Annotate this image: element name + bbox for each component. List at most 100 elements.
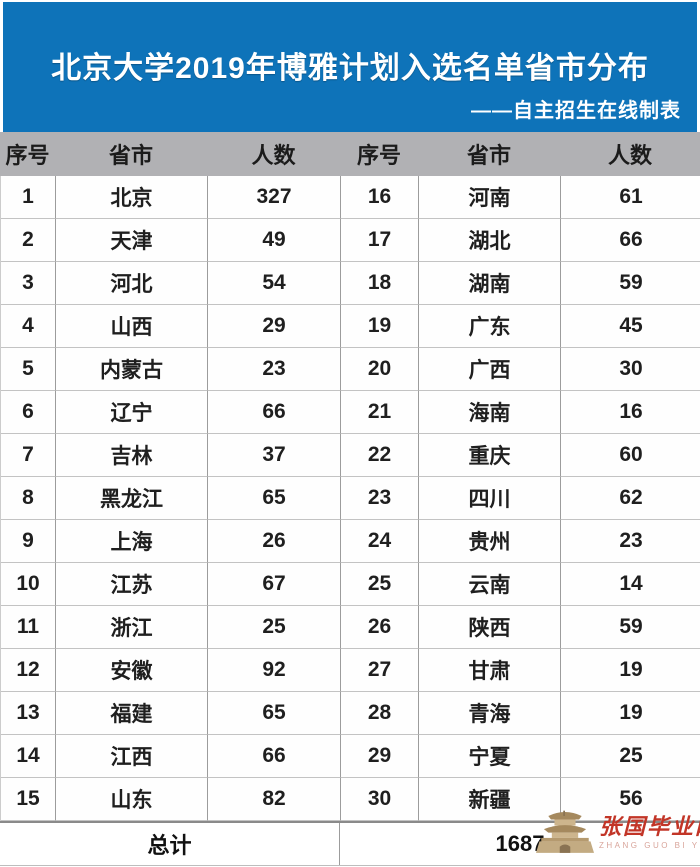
row-number-cell: 15: [1, 778, 56, 821]
province-cell: 四川: [419, 477, 561, 520]
row-number-cell: 17: [341, 219, 419, 262]
title-banner: 北京大学2019年博雅计划入选名单省市分布 ——自主招生在线制表: [3, 2, 697, 132]
province-cell: 湖北: [419, 219, 561, 262]
table-row: 4 山西 29 19 广东 45: [1, 305, 700, 348]
count-cell: 327: [208, 176, 341, 219]
row-number-cell: 30: [341, 778, 419, 821]
province-cell: 湖南: [419, 262, 561, 305]
province-cell: 河北: [56, 262, 208, 305]
province-cell: 贵州: [419, 520, 561, 563]
province-cell: 内蒙古: [56, 348, 208, 391]
row-number-cell: 2: [1, 219, 56, 262]
row-number-cell: 23: [341, 477, 419, 520]
count-cell: 26: [208, 520, 341, 563]
watermark-brand-text: 张国毕业网: [599, 814, 700, 839]
count-cell: 56: [561, 778, 700, 821]
row-number-cell: 7: [1, 434, 56, 477]
table-row: 5 内蒙古 23 20 广西 30: [1, 348, 700, 391]
row-number-cell: 16: [341, 176, 419, 219]
table-row: 13 福建 65 28 青海 19: [1, 692, 700, 735]
count-cell: 25: [561, 735, 700, 778]
column-header-cnt-right: 人数: [607, 143, 652, 168]
table-row: 14 江西 66 29 宁夏 25: [1, 735, 700, 778]
total-value: 1687: [495, 831, 545, 856]
count-cell: 65: [208, 692, 341, 735]
row-number-cell: 11: [1, 606, 56, 649]
pagoda-icon: [536, 807, 594, 858]
watermark-brand-caps: ZHANG GUO BI YE WANG: [599, 841, 700, 850]
province-cell: 海南: [419, 391, 561, 434]
table-row: 2 天津 49 17 湖北 66: [1, 219, 700, 262]
table-row: 3 河北 54 18 湖南 59: [1, 262, 700, 305]
count-cell: 82: [208, 778, 341, 821]
row-number-cell: 24: [341, 520, 419, 563]
row-number-cell: 21: [341, 391, 419, 434]
count-cell: 23: [561, 520, 700, 563]
province-cell: 广东: [419, 305, 561, 348]
province-cell: 安徽: [56, 649, 208, 692]
table-row: 9 上海 26 24 贵州 23: [1, 520, 700, 563]
province-cell: 山东: [56, 778, 208, 821]
row-number-cell: 6: [1, 391, 56, 434]
table-row: 11 浙江 25 26 陕西 59: [1, 606, 700, 649]
column-header-prov-right: 省市: [466, 143, 511, 168]
row-number-cell: 12: [1, 649, 56, 692]
province-cell: 福建: [56, 692, 208, 735]
province-cell: 北京: [56, 176, 208, 219]
table-row: 8 黑龙江 65 23 四川 62: [1, 477, 700, 520]
row-number-cell: 29: [341, 735, 419, 778]
count-cell: 66: [208, 735, 341, 778]
page-subtitle: ——自主招生在线制表: [471, 100, 681, 122]
province-cell: 新疆: [419, 778, 561, 821]
total-row: 总计 1687: [0, 821, 700, 866]
province-cell: 河南: [419, 176, 561, 219]
table-header-row: 序号 省市 人数 序号 省市 人数: [0, 132, 700, 176]
column-header-cnt-left: 人数: [251, 143, 296, 168]
page-title: 北京大学2019年博雅计划入选名单省市分布: [51, 52, 649, 85]
count-cell: 29: [208, 305, 341, 348]
row-number-cell: 25: [341, 563, 419, 606]
row-number-cell: 20: [341, 348, 419, 391]
count-cell: 19: [561, 692, 700, 735]
province-cell: 云南: [419, 563, 561, 606]
table-row: 10 江苏 67 25 云南 14: [1, 563, 700, 606]
province-cell: 重庆: [419, 434, 561, 477]
province-cell: 浙江: [56, 606, 208, 649]
row-number-cell: 14: [1, 735, 56, 778]
province-cell: 上海: [56, 520, 208, 563]
row-number-cell: 10: [1, 563, 56, 606]
province-cell: 甘肃: [419, 649, 561, 692]
watermark-text-block: 张国毕业网 ZHANG GUO BI YE WANG: [599, 816, 700, 858]
province-cell: 江西: [56, 735, 208, 778]
row-number-cell: 9: [1, 520, 56, 563]
count-cell: 23: [208, 348, 341, 391]
row-number-cell: 28: [341, 692, 419, 735]
province-cell: 江苏: [56, 563, 208, 606]
row-number-cell: 8: [1, 477, 56, 520]
count-cell: 59: [561, 262, 700, 305]
total-label: 总计: [0, 823, 340, 865]
count-cell: 19: [561, 649, 700, 692]
row-number-cell: 1: [1, 176, 56, 219]
count-cell: 60: [561, 434, 700, 477]
count-cell: 61: [561, 176, 700, 219]
row-number-cell: 22: [341, 434, 419, 477]
province-cell: 山西: [56, 305, 208, 348]
table-row: 6 辽宁 66 21 海南 16: [1, 391, 700, 434]
table-body: 1 北京 327 16 河南 61 2 天津 49 17 湖北 66 3 河北 54 18 湖南 59 4 山西 29 1…: [0, 176, 700, 821]
table-row: 12 安徽 92 27 甘肃 19: [1, 649, 700, 692]
count-cell: 16: [561, 391, 700, 434]
province-cell: 陕西: [419, 606, 561, 649]
count-cell: 14: [561, 563, 700, 606]
count-cell: 92: [208, 649, 341, 692]
province-cell: 青海: [419, 692, 561, 735]
province-cell: 吉林: [56, 434, 208, 477]
row-number-cell: 5: [1, 348, 56, 391]
column-header-prov-left: 省市: [108, 143, 153, 168]
count-cell: 65: [208, 477, 341, 520]
count-cell: 66: [208, 391, 341, 434]
row-number-cell: 3: [1, 262, 56, 305]
row-number-cell: 4: [1, 305, 56, 348]
table-row: 7 吉林 37 22 重庆 60: [1, 434, 700, 477]
